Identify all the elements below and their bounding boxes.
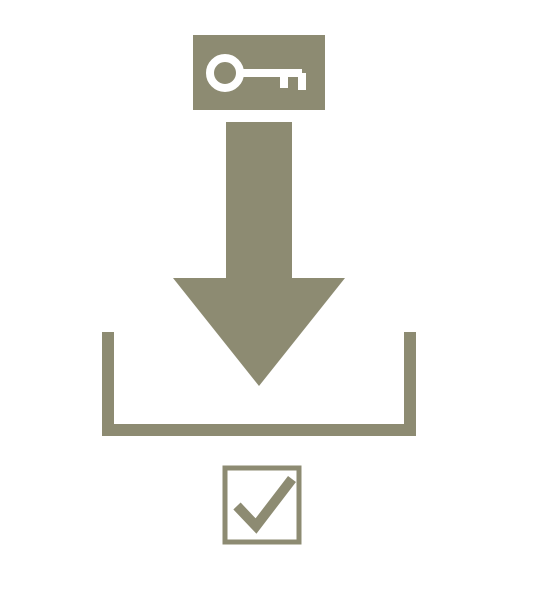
check-complete-icon	[0, 0, 540, 600]
key-deposit-diagram	[0, 0, 540, 600]
checkmark-icon	[237, 479, 292, 526]
watermark	[494, 460, 504, 500]
